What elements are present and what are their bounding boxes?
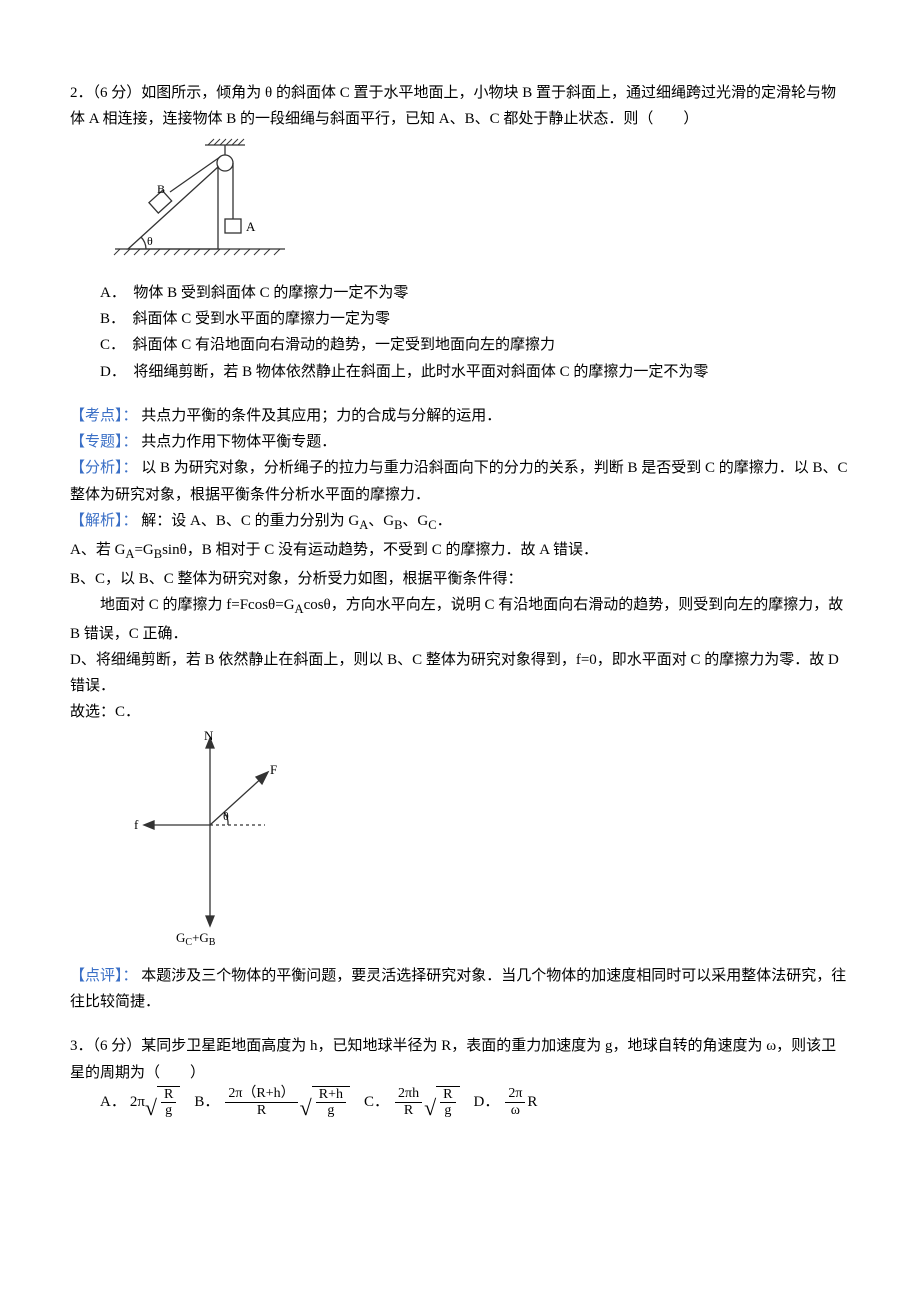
jx-l2-sub2: B [154, 547, 162, 561]
jx-l2c: sinθ，B 相对于 C 没有运动趋势，不受到 C 的摩擦力．故 A 错误． [162, 542, 598, 558]
q2-jiexi-2: A、若 GA=GBsinθ，B 相对于 C 没有运动趋势，不受到 C 的摩擦力．… [70, 537, 850, 566]
q2-fenxi: 【分析】： 以 B 为研究对象，分析绳子的拉力与重力沿斜面向下的分力的关系，判断… [70, 455, 850, 508]
q2-zhuanti: 【专题】： 共点力作用下物体平衡专题． [70, 429, 850, 455]
q2-number: 2．（6 分） [70, 85, 141, 101]
jx-l1d: ． [437, 513, 452, 529]
frac-d-num: 2π [505, 1086, 525, 1102]
frac-c-den: R [401, 1103, 416, 1118]
q2-figure-forces: N F f θ GC+GB [130, 730, 850, 959]
fx-label: 【分析】： [70, 460, 138, 476]
jx-l2a: A、若 G [70, 542, 125, 558]
q3-opt-c-label: C． [364, 1089, 389, 1115]
jx-l3: B、C，以 B、C 整体为研究对象，分析受力如图，根据平衡条件得： [70, 571, 523, 587]
frac-a-num: R [161, 1087, 176, 1103]
fx-text: 以 B 为研究对象，分析绳子的拉力与重力沿斜面向下的分力的关系，判断 B 是否受… [70, 460, 848, 502]
q2-option-c: C． 斜面体 C 有沿地面向右滑动的趋势，一定受到地面向左的摩擦力 [70, 332, 850, 358]
frac-d-den: ω [508, 1103, 523, 1118]
frac-a-den: g [162, 1103, 175, 1118]
jx-l1a: 解：设 A、B、C 的重力分别为 G [138, 513, 360, 529]
frac-c2-den: g [441, 1103, 454, 1118]
fig2-n: N [204, 730, 214, 743]
q2-jiexi-1: 【解析】： 解：设 A、B、C 的重力分别为 GA、GB、GC． [70, 508, 850, 537]
jx-l1c: 、G [402, 513, 428, 529]
kd-label: 【考点】： [70, 408, 138, 424]
d-r: R [527, 1089, 537, 1115]
q2-opt-a-text: 物体 B 受到斜面体 C 的摩擦力一定不为零 [133, 285, 408, 301]
jx-l1b: 、G [368, 513, 394, 529]
zt-text: 共点力作用下物体平衡专题． [138, 434, 337, 450]
q3-stem: 3．（6 分）某同步卫星距地面高度为 h，已知地球半径为 R，表面的重力加速度为… [70, 1033, 850, 1086]
q2-option-b: B． 斜面体 C 受到水平面的摩擦力一定为零 [70, 306, 850, 332]
frac-b-den: R [254, 1103, 269, 1118]
q2-opt-d-label: D． [100, 364, 118, 380]
q2-jiexi-5: D、将细绳剪断，若 B 依然静止在斜面上，则以 B、C 整体为研究对象得到，f=… [70, 647, 850, 700]
fig2-theta: θ [223, 809, 229, 823]
q2-stem-text: 如图所示，倾角为 θ 的斜面体 C 置于水平地面上，小物块 B 置于斜面上，通过… [70, 85, 836, 127]
jx-l2b: =G [134, 542, 153, 558]
fig1-a: A [246, 219, 256, 234]
q3-number: 3．（6 分） [70, 1038, 141, 1054]
fig1-b: B [157, 182, 165, 196]
q2-opt-b-label: B． [100, 311, 118, 327]
jx-sub-a: A [359, 518, 368, 532]
zt-label: 【专题】： [70, 434, 138, 450]
q2-jiexi-6: 故选：C． [70, 699, 850, 725]
q2-figure-incline: θ B A [110, 137, 850, 276]
twopi-a: 2π [130, 1089, 145, 1115]
q2-opt-c-label: C． [100, 337, 118, 353]
q2-option-a: A． 物体 B 受到斜面体 C 的摩擦力一定不为零 [70, 280, 850, 306]
q3-opt-a-label: A． [100, 1089, 126, 1115]
q2-opt-d-text: 将细绳剪断，若 B 物体依然静止在斜面上，此时水平面对斜面体 C 的摩擦力一定不… [133, 364, 708, 380]
fig2-f-left: f [134, 817, 139, 832]
q2-stem: 2．（6 分）如图所示，倾角为 θ 的斜面体 C 置于水平地面上，小物块 B 置… [70, 80, 850, 133]
q3-opt-c-formula: 2πhR √Rg [393, 1086, 460, 1119]
kd-text: 共点力平衡的条件及其应用；力的合成与分解的运用． [138, 408, 502, 424]
q3-opt-b-label: B． [194, 1089, 219, 1115]
q2-jiexi-3: B、C，以 B、C 整体为研究对象，分析受力如图，根据平衡条件得： [70, 566, 850, 592]
fig2-f-up: F [270, 762, 277, 777]
q2-opt-b-text: 斜面体 C 受到水平面的摩擦力一定为零 [133, 311, 391, 327]
q2-opt-c-text: 斜面体 C 有沿地面向右滑动的趋势，一定受到地面向左的摩擦力 [133, 337, 556, 353]
q2-jiexi-4: 地面对 C 的摩擦力 f=Fcosθ=GAcosθ，方向水平向左，说明 C 有沿… [70, 592, 850, 647]
dp-label: 【点评】： [70, 968, 138, 984]
jx-l5: D、将细绳剪断，若 B 依然静止在斜面上，则以 B、C 整体为研究对象得到，f=… [70, 652, 839, 694]
dp-text: 本题涉及三个物体的平衡问题，要灵活选择研究对象．当几个物体的加速度相同时可以采用… [70, 968, 846, 1010]
jx-l4a: 地面对 C 的摩擦力 f=Fcosθ=G [70, 597, 295, 613]
q3-opt-a-formula: 2π √Rg [130, 1086, 181, 1119]
q3-stem-text: 某同步卫星距地面高度为 h，已知地球半径为 R，表面的重力加速度为 g，地球自转… [70, 1038, 836, 1080]
q2-dianping: 【点评】： 本题涉及三个物体的平衡问题，要灵活选择研究对象．当几个物体的加速度相… [70, 963, 850, 1016]
q2-kaodian: 【考点】： 共点力平衡的条件及其应用；力的合成与分解的运用． [70, 403, 850, 429]
q3-opt-d-formula: 2πω R [503, 1086, 537, 1118]
jx-l4-sub: A [295, 602, 304, 616]
q2-option-d: D． 将细绳剪断，若 B 物体依然静止在斜面上，此时水平面对斜面体 C 的摩擦力… [70, 359, 850, 385]
q3-opt-d-label: D． [474, 1089, 500, 1115]
frac-c-num: 2πh [395, 1086, 422, 1102]
q2-opt-a-label: A． [100, 285, 118, 301]
frac-c2-num: R [440, 1087, 455, 1103]
jx-label: 【解析】： [70, 513, 138, 529]
frac-b2-den: g [324, 1103, 337, 1118]
fig2-g: GC+GB [176, 930, 216, 948]
q3-options: A． 2π √Rg B． 2π（R+h）R √R+hg C． 2πhR √Rg … [70, 1086, 850, 1119]
jx-sub-c: C [428, 518, 436, 532]
frac-b2-num: R+h [316, 1087, 346, 1103]
jx-l6: 故选：C． [70, 704, 140, 720]
q3-opt-b-formula: 2π（R+h）R √R+hg [223, 1086, 350, 1119]
frac-b-num: 2π（R+h） [225, 1086, 297, 1102]
fig1-theta: θ [147, 234, 153, 248]
